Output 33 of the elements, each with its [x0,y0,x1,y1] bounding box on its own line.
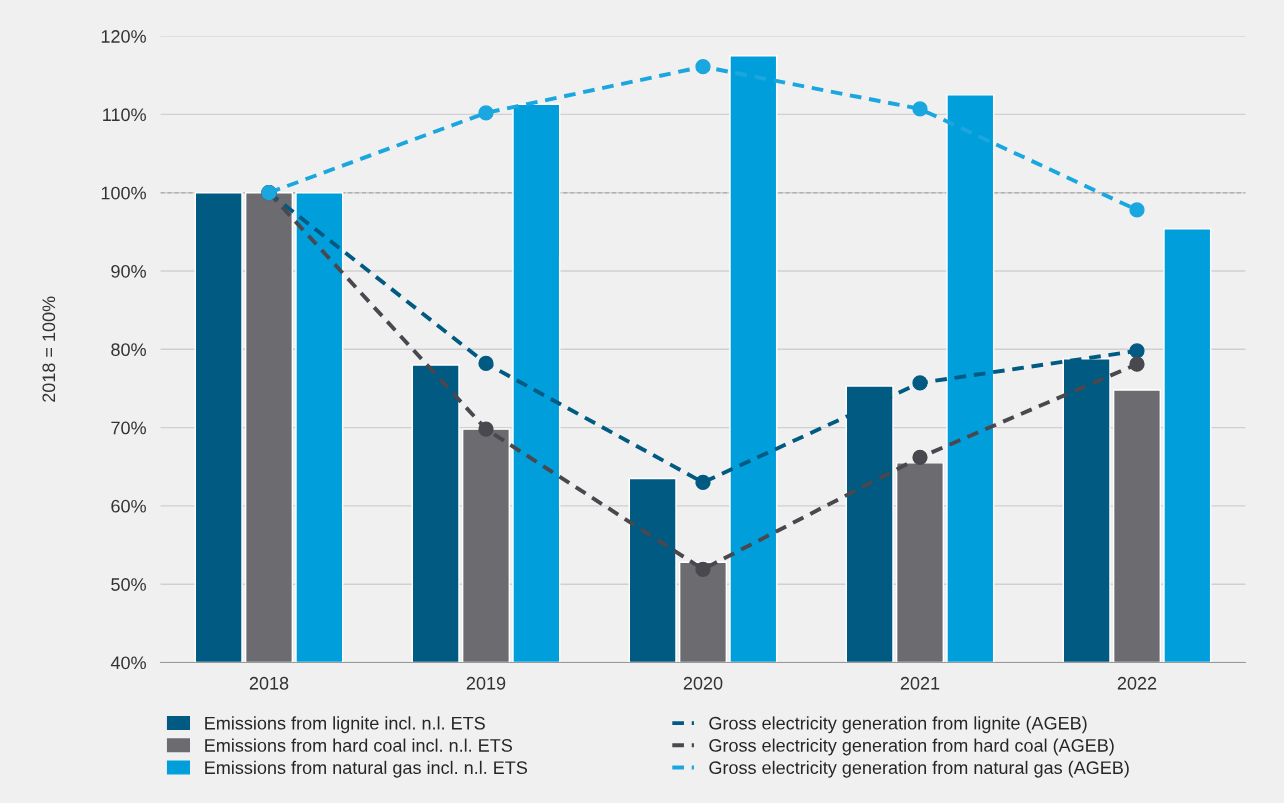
x-tick-label: 2018 [249,676,289,690]
y-tick-label: 90% [111,264,146,278]
x-tick-label: 2020 [683,676,723,690]
y-axis-title: 2018 = 100% [42,296,56,402]
y-tick-label: 80% [111,343,146,357]
y-tick-label: 120% [101,30,146,43]
point [695,474,711,491]
point [1129,202,1145,218]
x-tick-label: 2022 [1117,676,1157,690]
legend-label: Gross electricity generation from natural gas (AGEB) [709,760,1129,778]
y-tick-label: 40% [110,656,146,670]
legend-label: Emissions from hard coal incl. n.l. ETS [205,738,512,752]
y-tick-label: 110% [103,108,146,122]
point [478,355,494,372]
point [695,59,711,75]
x-tick-label: 2019 [466,676,506,690]
y-tick-label: 50% [111,578,146,591]
point [912,375,928,391]
point [478,421,494,437]
y-tick-label: 100% [101,186,146,200]
point [695,561,711,577]
y-tick-label: 60% [111,499,146,513]
legend-label: Gross electricity generation from lignite (AGEB) [709,716,1087,734]
legend-label: Emissions from natural gas incl. n.l. ETS [205,760,528,778]
legend-label: Gross electricity generation from hard coal (AGEB) [709,738,1114,756]
point [912,101,928,117]
point [478,105,494,121]
point [912,449,928,465]
point [1129,343,1145,359]
legend-label: Emissions from lignite incl. n.l. ETS [205,716,485,734]
x-tick-label: 2021 [900,676,940,690]
y-tick-label: 70% [111,421,146,435]
point [1129,356,1145,372]
